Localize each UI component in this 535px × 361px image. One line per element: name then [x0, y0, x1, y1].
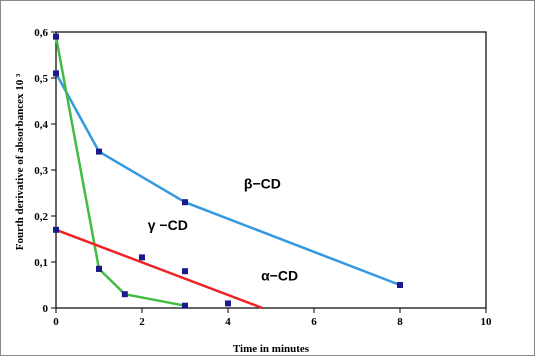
alpha-cd-label: α−CD [261, 267, 298, 283]
y-tick-label: 0 [43, 303, 49, 315]
beta-cd-point [96, 148, 102, 155]
alpha-cd-point [53, 226, 59, 233]
y-tick-label: 0,5 [34, 73, 48, 85]
beta-cd-line [54, 72, 401, 287]
labels-layer: 0 2 4 6 8 10 0 0,1 0,2 0,3 0,4 0,5 0,6 β−CD γ −CD α−CD [34, 27, 492, 328]
alpha-cd-point [225, 300, 231, 307]
beta-cd-point [53, 70, 59, 77]
beta-cd-point [397, 282, 403, 288]
alpha-cd-line [55, 228, 263, 310]
y-tick-label: 0,3 [34, 165, 48, 177]
gamma-cd-point [121, 291, 128, 298]
x-tick-label: 2 [139, 316, 145, 328]
x-axis-label: Time in minutes [233, 343, 310, 355]
y-tick-label: 0,4 [34, 119, 48, 131]
marks-layer [51, 31, 487, 313]
x-tick-label: 0 [53, 316, 59, 328]
y-tick-label: 0,6 [34, 27, 48, 39]
y-tick-label: 0,1 [34, 257, 48, 269]
alpha-cd-point [96, 265, 102, 272]
y-axis-label: Fourth derivative of absorbancex 10 ³ [14, 73, 26, 250]
gamma-cd-line [54, 36, 186, 307]
x-tick-label: 8 [397, 316, 403, 328]
alpha-cd-point [139, 254, 145, 261]
x-tick-label: 4 [225, 316, 231, 328]
gamma-cd-label: γ −CD [148, 217, 188, 233]
y-tick-label: 0,2 [34, 211, 48, 223]
gamma-cd-point [182, 302, 188, 309]
x-tick-label: 10 [481, 316, 493, 328]
x-tick-label: 6 [311, 316, 317, 328]
alpha-cd-point [182, 268, 188, 275]
beta-cd-label: β−CD [244, 175, 281, 191]
gamma-cd-point [53, 33, 59, 40]
beta-cd-point [182, 199, 188, 206]
